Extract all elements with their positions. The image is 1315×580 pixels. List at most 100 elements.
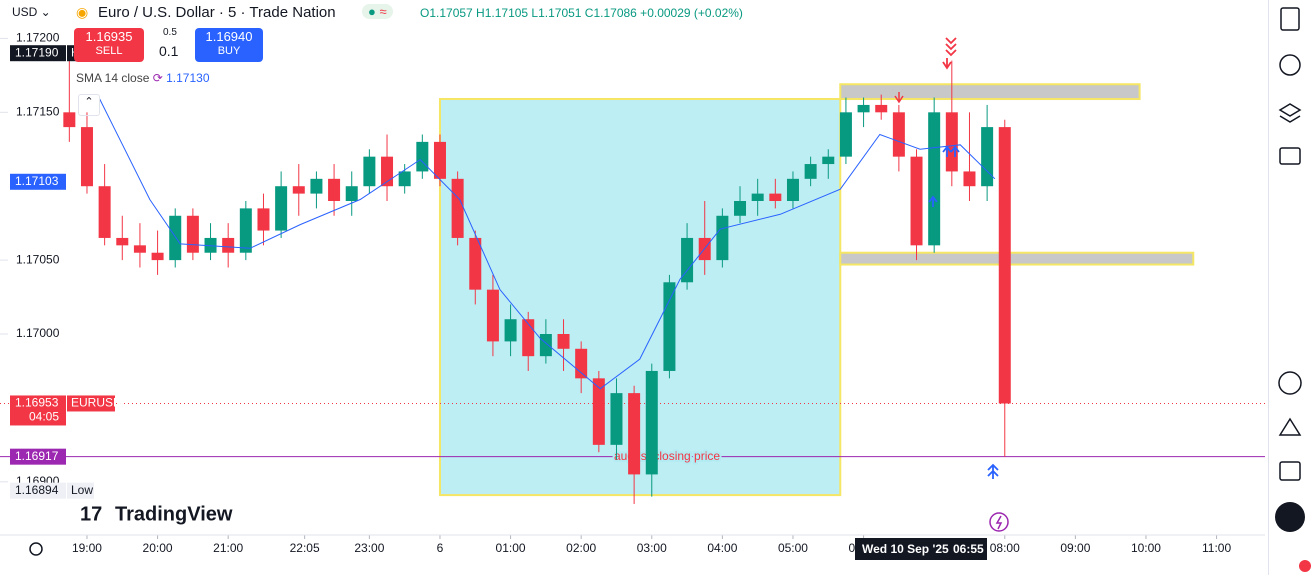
candle-body (328, 178, 341, 201)
countdown: 04:05 (29, 410, 59, 424)
sma-legend: SMA 14 close ⟳ 1.17130 (76, 71, 210, 85)
sell-price: 1.16935 (85, 29, 133, 44)
candle-body (133, 245, 146, 253)
y-tick-label: 1.17000 (16, 326, 60, 340)
y-tick-label: 1.17050 (16, 252, 60, 266)
buy-button[interactable]: 1.16940 BUY (195, 28, 263, 62)
collapse-button[interactable]: ⌃ (78, 94, 100, 116)
notification-dot (1299, 560, 1311, 572)
price-badge (10, 45, 66, 62)
price-badge-tag-bg (67, 395, 115, 412)
candle-body (151, 252, 164, 261)
sell-label: SELL (95, 45, 123, 57)
candle-body (345, 186, 358, 201)
sma-line (99, 98, 996, 390)
candle-body (769, 193, 782, 201)
price-badge (10, 173, 66, 190)
x-tick-label: 04:00 (707, 541, 737, 555)
crosshair-time: 06:55 (953, 542, 984, 556)
candle-body (945, 112, 958, 172)
x-tick-label: 23:00 (354, 541, 384, 555)
y-tick-label: 1.17150 (16, 104, 60, 118)
header-bar (0, 0, 1265, 26)
drawing-icon[interactable] (1278, 417, 1302, 436)
price-badge (10, 395, 66, 426)
candle-body (804, 164, 817, 179)
candle-body (186, 215, 199, 253)
candle-body (222, 237, 235, 253)
chart: 1.169001.170001.170501.171501.1720019:00… (0, 31, 1265, 560)
gauge-icon[interactable] (1278, 371, 1302, 395)
buy-label: BUY (217, 45, 241, 57)
candle-body (681, 237, 694, 283)
alerts-icon[interactable] (1279, 54, 1301, 76)
x-tick-label: 03:00 (637, 541, 667, 555)
price-badge-tag: EURUSD (71, 396, 122, 410)
y-tick-label: 1.17200 (16, 31, 60, 45)
menu-icon[interactable] (1275, 502, 1305, 532)
candle-body (169, 215, 182, 261)
candle-body (734, 200, 747, 216)
candle-body (910, 156, 923, 246)
settings-icon[interactable] (29, 542, 43, 556)
calendar-icon[interactable] (1279, 461, 1301, 481)
price-badge (10, 482, 66, 499)
x-tick-label: 11:00 (1202, 541, 1231, 555)
market-status[interactable]: ● ≈ (362, 4, 393, 19)
currency: USD (12, 5, 38, 19)
price-badge-tag-bg (67, 482, 94, 499)
x-tick-label: 19:00 (72, 541, 102, 555)
candle-body (575, 348, 588, 379)
symbol-title[interactable]: Euro / U.S. Dollar · 5 · Trade Nation (98, 4, 336, 21)
candle-body (310, 178, 323, 194)
candle-body (628, 393, 641, 475)
ohlc-readout: O1.17057 H1.17105 L1.17051 C1.17086 +0.0… (420, 6, 743, 20)
candle-body (751, 193, 764, 201)
toolbar-icons (1275, 7, 1311, 572)
candle-body (504, 319, 517, 342)
candle-body (539, 334, 552, 357)
candle-body (416, 141, 429, 172)
x-tick-label: 20:00 (143, 541, 173, 555)
candle-body (963, 171, 976, 187)
candle-body (486, 289, 499, 342)
price-badge-label: 1.17190 (15, 45, 59, 59)
watchlist-icon[interactable] (1280, 7, 1300, 31)
signal-arrow (942, 37, 957, 70)
signal-arrow (894, 92, 904, 104)
price-badge-label: 1.16917 (15, 449, 59, 463)
crosshair-date: Wed 10 Sep '25 (862, 542, 949, 556)
quantity[interactable]: 0.1 (159, 43, 179, 59)
right-toolbar (1268, 0, 1315, 575)
x-tick-label: 10:00 (1131, 541, 1161, 555)
candle-body (786, 178, 799, 201)
event-icon[interactable] (989, 512, 1009, 532)
price-badge-label: 1.16894 (15, 483, 59, 497)
candle-body (363, 156, 376, 187)
x-tick-label: 08:00 (990, 541, 1020, 555)
candle-body (822, 156, 835, 165)
candle-body (63, 112, 76, 128)
currency-select[interactable]: USD ⌄ (12, 5, 51, 19)
price-badge-label: 1.16953 (15, 396, 59, 410)
candle-body (981, 127, 994, 187)
price-badge (10, 448, 66, 465)
crosshair-date-box (855, 538, 987, 560)
x-tick-label: 09:00 (1060, 541, 1090, 555)
sell-button[interactable]: 1.16935 SELL (74, 28, 144, 62)
signal-arrow (928, 145, 999, 479)
candle-body (663, 282, 676, 371)
layers-icon[interactable] (1278, 103, 1302, 123)
candle-body (381, 156, 394, 187)
x-tick-label: 01:00 (496, 541, 526, 555)
price-badge-tag: Low (71, 483, 93, 497)
candle-body (875, 104, 888, 113)
event-icon (995, 515, 1003, 530)
flag-icon: ◉ (76, 4, 89, 20)
x-tick-label: 6 (437, 541, 444, 555)
x-tick-label: 05:00 (778, 541, 808, 555)
candle-body (839, 112, 852, 157)
price-badge-label: 1.17103 (15, 174, 59, 188)
chat-icon[interactable] (1279, 147, 1301, 165)
